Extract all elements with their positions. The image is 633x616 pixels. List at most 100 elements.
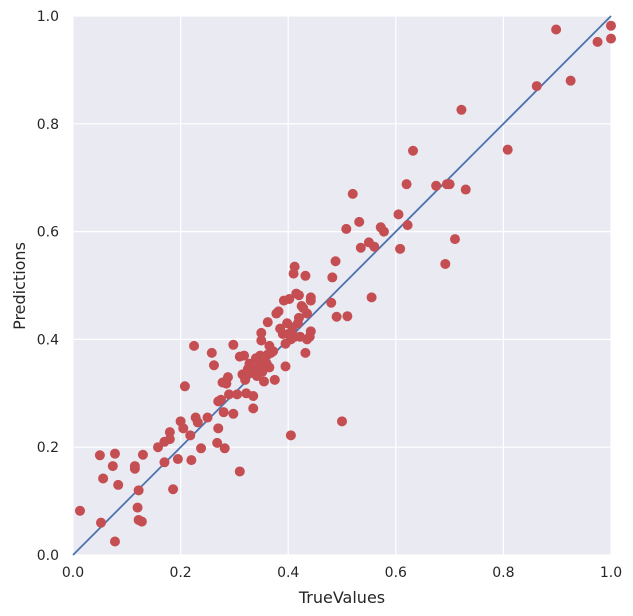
- data-point: [565, 75, 576, 86]
- x-tick-label: 0.2: [169, 565, 191, 581]
- data-point: [189, 340, 200, 351]
- data-point: [280, 361, 291, 372]
- x-tick-label: 0.0: [62, 565, 84, 581]
- y-tick-label: 0.6: [37, 225, 59, 241]
- data-point: [159, 457, 170, 468]
- data-point: [94, 450, 105, 461]
- y-tick-label: 0.0: [37, 548, 59, 564]
- data-point: [395, 243, 406, 254]
- data-point: [222, 372, 233, 383]
- data-point: [202, 412, 213, 423]
- data-point: [342, 311, 353, 322]
- data-point: [129, 463, 140, 474]
- data-point: [179, 381, 190, 392]
- data-point: [401, 179, 412, 190]
- data-point: [269, 374, 280, 385]
- data-point: [74, 505, 85, 516]
- data-point: [256, 327, 267, 338]
- data-point: [256, 335, 267, 346]
- data-point: [232, 389, 243, 400]
- data-point: [168, 484, 179, 495]
- data-point: [300, 347, 311, 358]
- data-point: [456, 104, 467, 115]
- data-point: [107, 461, 118, 472]
- data-point: [264, 362, 275, 373]
- data-point: [354, 216, 365, 227]
- data-point: [224, 389, 235, 400]
- data-point: [273, 306, 284, 317]
- x-axis-ticks: 0.0 0.2 0.4 0.6 0.8 1.0: [62, 565, 622, 581]
- data-point: [213, 423, 224, 434]
- y-tick-label: 0.8: [37, 117, 59, 133]
- data-point: [109, 448, 120, 459]
- data-point: [258, 376, 269, 387]
- data-point: [284, 293, 295, 304]
- data-point: [248, 390, 259, 401]
- data-point: [98, 473, 109, 484]
- x-axis-label: TrueValues: [298, 588, 385, 607]
- data-point: [606, 33, 616, 44]
- data-point: [137, 449, 148, 460]
- data-point: [449, 234, 460, 245]
- data-points: [74, 20, 616, 547]
- data-point: [239, 350, 250, 361]
- data-point: [531, 81, 542, 92]
- data-point: [234, 466, 245, 477]
- data-point: [186, 455, 197, 466]
- x-tick-label: 0.8: [492, 565, 514, 581]
- data-point: [606, 20, 616, 31]
- data-point: [185, 430, 196, 441]
- x-tick-label: 0.4: [277, 565, 299, 581]
- y-tick-label: 0.2: [37, 440, 59, 456]
- data-point: [262, 317, 273, 328]
- data-point: [355, 242, 366, 253]
- data-point: [228, 339, 239, 350]
- data-point: [95, 517, 106, 528]
- x-tick-label: 1.0: [600, 565, 622, 581]
- data-point: [164, 427, 175, 438]
- data-point: [132, 502, 143, 513]
- data-point: [136, 516, 147, 527]
- data-point: [215, 394, 226, 405]
- data-point: [502, 144, 513, 155]
- data-point: [212, 437, 223, 448]
- data-point: [393, 209, 404, 220]
- data-point: [341, 223, 352, 234]
- data-point: [305, 292, 316, 303]
- data-point: [431, 180, 442, 191]
- data-point: [109, 536, 120, 547]
- data-point: [289, 261, 300, 272]
- data-point: [366, 292, 377, 303]
- data-point: [460, 184, 471, 195]
- data-point: [268, 346, 279, 357]
- data-point: [347, 188, 358, 199]
- data-point: [164, 434, 175, 445]
- y-axis-label: Predictions: [10, 242, 29, 330]
- data-point: [337, 416, 347, 427]
- data-point: [113, 479, 124, 490]
- data-point: [206, 347, 217, 358]
- y-tick-label: 1.0: [37, 9, 59, 25]
- x-tick-label: 0.6: [385, 565, 407, 581]
- data-point: [248, 403, 259, 414]
- data-point: [408, 145, 419, 156]
- data-point: [172, 454, 183, 465]
- data-point: [305, 326, 316, 337]
- data-point: [240, 374, 251, 385]
- data-point: [219, 443, 230, 454]
- data-point: [551, 24, 562, 35]
- data-point: [369, 241, 380, 252]
- data-point: [444, 179, 455, 190]
- data-point: [208, 360, 219, 371]
- data-point: [402, 220, 413, 231]
- data-point: [133, 485, 144, 496]
- data-point: [285, 430, 296, 441]
- data-point: [302, 308, 313, 319]
- data-point: [218, 407, 229, 418]
- y-axis-ticks: 0.0 0.2 0.4 0.6 0.8 1.0: [37, 9, 59, 564]
- y-tick-label: 0.4: [37, 332, 59, 348]
- data-point: [331, 311, 342, 322]
- data-point: [330, 256, 341, 267]
- data-point: [326, 297, 337, 308]
